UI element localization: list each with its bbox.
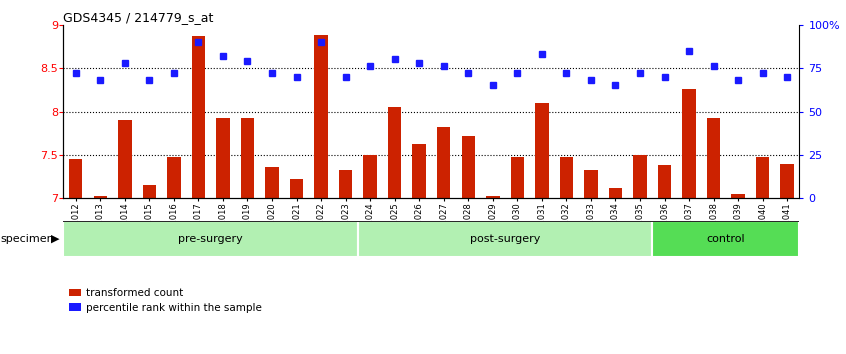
Bar: [63, 221, 358, 257]
Bar: [732, 194, 744, 198]
Text: ▶: ▶: [51, 234, 59, 244]
Bar: [143, 185, 156, 198]
Bar: [652, 221, 799, 257]
Bar: [462, 136, 475, 198]
Bar: [486, 196, 499, 198]
Bar: [536, 103, 548, 198]
Bar: [168, 158, 180, 198]
Bar: [511, 156, 524, 198]
Bar: [315, 35, 327, 198]
Bar: [756, 158, 769, 198]
Text: pre-surgery: pre-surgery: [179, 234, 243, 244]
Bar: [266, 167, 278, 198]
Bar: [118, 120, 131, 198]
Bar: [69, 159, 82, 198]
Bar: [413, 144, 426, 198]
Bar: [560, 156, 573, 198]
Bar: [358, 221, 652, 257]
Bar: [585, 170, 597, 198]
Bar: [634, 155, 646, 198]
Legend: transformed count, percentile rank within the sample: transformed count, percentile rank withi…: [69, 289, 262, 313]
Text: control: control: [706, 234, 745, 244]
Text: specimen: specimen: [0, 234, 54, 244]
Bar: [781, 164, 794, 198]
Bar: [290, 179, 303, 198]
Bar: [707, 119, 720, 198]
Bar: [241, 118, 254, 198]
Bar: [217, 118, 229, 198]
Bar: [364, 155, 376, 198]
Bar: [437, 127, 450, 198]
Text: post-surgery: post-surgery: [470, 234, 541, 244]
Bar: [388, 107, 401, 198]
Bar: [339, 171, 352, 198]
Bar: [658, 165, 671, 198]
Bar: [94, 196, 107, 198]
Bar: [609, 188, 622, 198]
Bar: [683, 89, 695, 198]
Text: GDS4345 / 214779_s_at: GDS4345 / 214779_s_at: [63, 11, 214, 24]
Bar: [192, 36, 205, 198]
